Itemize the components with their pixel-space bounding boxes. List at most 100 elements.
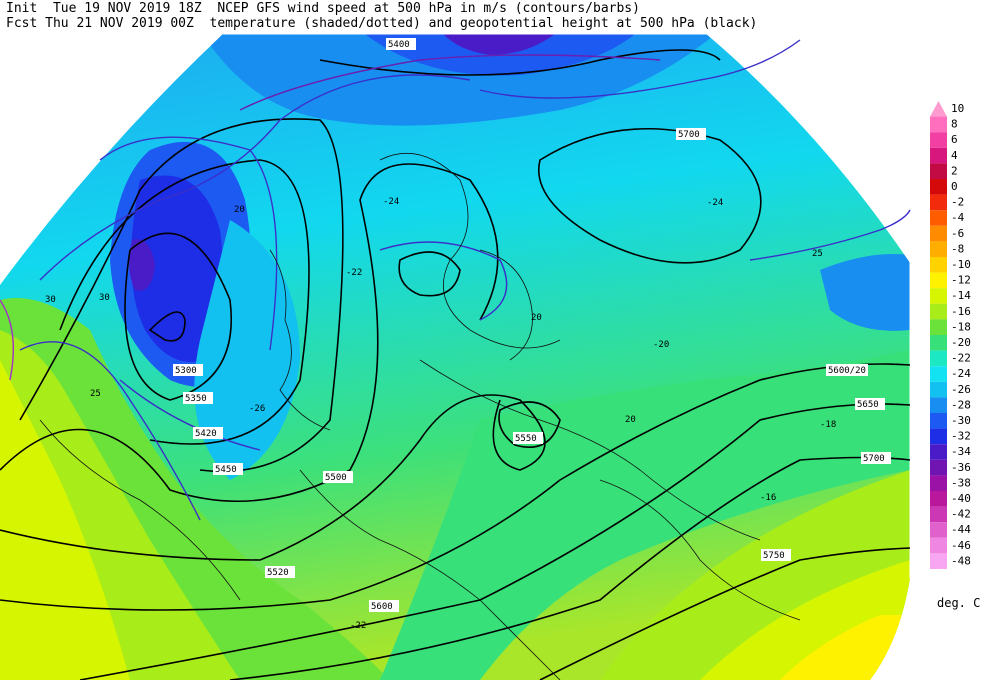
legend-label: -26: [951, 383, 971, 396]
contour-5600: [0, 363, 911, 611]
label-5400: 5400: [388, 40, 410, 50]
legend-swatch: [930, 350, 947, 367]
label-t-22: -22: [346, 268, 362, 278]
legend-swatch: [930, 194, 947, 211]
legend-label: -28: [951, 398, 971, 411]
legend-label: -2: [951, 196, 964, 209]
label-w25b: 25: [90, 389, 101, 399]
legend-swatch: [930, 553, 947, 569]
legend-label: -14: [951, 289, 971, 302]
label-5700-ne: 5700: [678, 130, 700, 140]
legend-label: -8: [951, 242, 964, 255]
wind-contours: [0, 39, 911, 521]
label-w20c: 20: [625, 415, 636, 425]
label-t-24a: -24: [707, 198, 723, 208]
legend-label: 4: [951, 149, 958, 162]
legend-swatch: [930, 506, 947, 523]
legend-label: -10: [951, 258, 971, 271]
label-t-20: -20: [653, 340, 669, 350]
temperature-legend: 10 8 6 4 2 0 -2 -4 -6 -8 -10 -12 -14 -16 -18 -20 -22 -24 -…: [930, 101, 971, 569]
label-5550: 5550: [515, 434, 537, 444]
legend-label: -46: [951, 539, 971, 552]
legend-swatch: [930, 413, 947, 429]
legend-swatch: [930, 101, 947, 117]
label-t-26: -26: [249, 404, 265, 414]
label-5600-20: 5600/20: [828, 366, 866, 376]
legend-label: -22: [951, 352, 971, 365]
legend-swatch: [930, 179, 947, 195]
contour-5400-low: [398, 251, 461, 297]
legend-label: -48: [951, 554, 971, 567]
legend-swatch: [930, 428, 947, 445]
label-t-18: -18: [820, 420, 836, 430]
legend-swatch: [930, 241, 947, 257]
legend-swatch: [930, 288, 947, 304]
contour-5500: [0, 163, 499, 503]
legend-label: -30: [951, 414, 971, 427]
contour-5700-ne: [538, 127, 762, 264]
legend-label: -20: [951, 336, 971, 349]
contour-5350: [124, 232, 232, 401]
legend-label: -6: [951, 227, 964, 240]
legend-label: 6: [951, 133, 958, 146]
label-w20a: 20: [234, 205, 245, 215]
contour-labels: 5400 5700 5300 5350 5420 5450 5500 5550 …: [45, 38, 891, 631]
label-5420: 5420: [195, 429, 217, 439]
legend-label: 8: [951, 118, 958, 131]
legend-swatch: [930, 491, 947, 507]
legend-units: deg. C: [937, 596, 981, 610]
legend-label: -16: [951, 305, 971, 318]
label-w30b: 30: [99, 293, 110, 303]
legend-swatch: [930, 303, 947, 320]
legend-label: -12: [951, 274, 971, 287]
legend-label: -40: [951, 492, 971, 505]
legend-swatch: [930, 257, 947, 273]
header-init-line: Init Tue 19 NOV 2019 18Z NCEP GFS wind s…: [6, 1, 640, 16]
legend-swatch: [930, 163, 947, 179]
contour-5750: [539, 547, 911, 680]
legend-label: 0: [951, 180, 958, 193]
legend-swatch: [930, 459, 947, 476]
legend-label: -18: [951, 320, 971, 333]
legend-label: -24: [951, 367, 971, 380]
label-5600: 5600: [371, 602, 393, 612]
label-5650: 5650: [857, 400, 879, 410]
legend-label: -44: [951, 523, 971, 536]
temperature-shading: [0, 34, 910, 680]
label-w30a: 30: [45, 295, 56, 305]
label-t-16: -16: [760, 493, 776, 503]
legend-label: 2: [951, 164, 958, 177]
legend-swatch: [930, 225, 947, 242]
legend-swatch: [930, 397, 947, 413]
legend-swatch: [930, 475, 947, 491]
legend-swatch: [930, 272, 947, 289]
label-5450: 5450: [215, 465, 237, 475]
legend-swatch: [930, 444, 947, 460]
label-t-22b: -22: [350, 621, 366, 631]
legend-swatch: [930, 537, 947, 554]
legend-swatch: [930, 335, 947, 351]
legend-swatch: [930, 116, 947, 133]
legend-swatch: [930, 381, 947, 398]
legend-swatch: [930, 132, 947, 148]
label-5300: 5300: [175, 366, 197, 376]
legend-label: -36: [951, 461, 971, 474]
contour-5450: [19, 118, 344, 473]
legend-label: -4: [951, 211, 965, 224]
legend-label: -34: [951, 445, 971, 458]
legend-swatch: [930, 366, 947, 382]
label-w20b: 20: [531, 313, 542, 323]
geopotential-contours: [0, 49, 911, 680]
contour-5550-low: [498, 401, 561, 449]
legend-label: 10: [951, 102, 964, 115]
label-5520: 5520: [267, 568, 289, 578]
contour-5400: [59, 159, 310, 445]
label-5750: 5750: [763, 551, 785, 561]
legend-swatch: [930, 522, 947, 538]
contour-5650: [79, 403, 911, 680]
label-5700-e: 5700: [863, 454, 885, 464]
legend-label: -32: [951, 430, 971, 443]
label-t-24b: -24: [383, 197, 399, 207]
legend-label: -42: [951, 508, 971, 521]
legend-swatch: [930, 147, 947, 164]
